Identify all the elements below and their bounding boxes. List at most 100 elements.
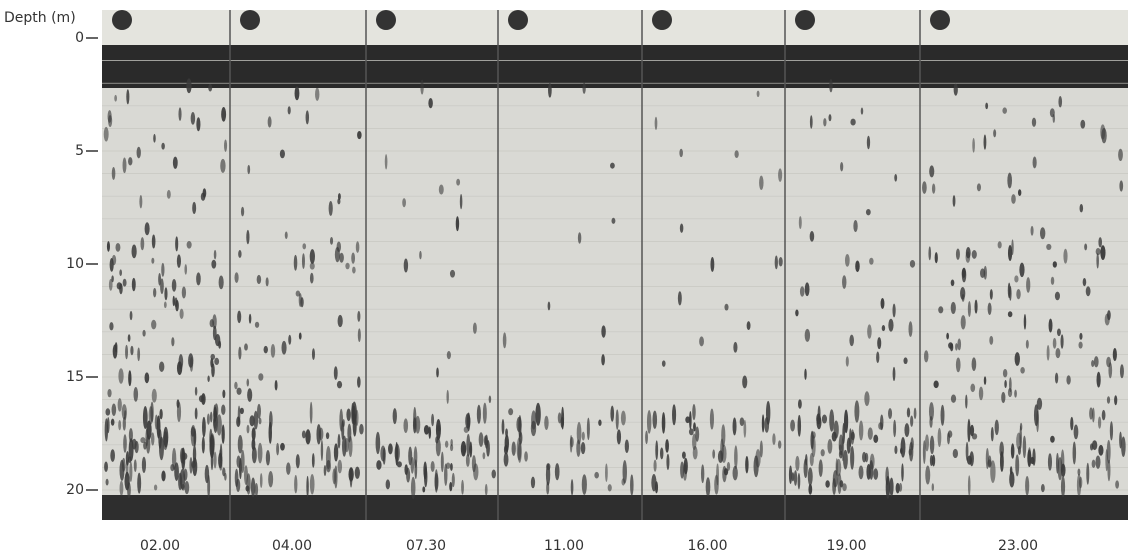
echo-mark (922, 440, 926, 465)
echo-mark (221, 404, 226, 416)
echo-mark (413, 446, 418, 468)
echo-mark (989, 335, 994, 345)
echo-mark (873, 468, 879, 480)
echo-mark (904, 423, 910, 438)
echo-mark (108, 278, 113, 291)
echo-mark (692, 404, 696, 421)
echo-mark (1020, 366, 1025, 374)
echo-mark (124, 471, 130, 491)
echo-mark (158, 428, 162, 449)
echo-mark (238, 346, 242, 360)
echo-mark (294, 475, 298, 494)
echo-mark (109, 322, 114, 331)
echo-mark (137, 347, 141, 362)
echo-mark (835, 458, 838, 476)
echo-mark (265, 277, 269, 287)
echo-mark (795, 309, 799, 317)
echo-mark (867, 427, 873, 440)
echo-mark (259, 473, 263, 488)
echo-mark (990, 460, 996, 483)
echo-mark (894, 173, 898, 182)
echo-mark (742, 375, 748, 389)
echo-mark (732, 465, 738, 481)
echo-mark (410, 476, 416, 500)
echo-mark (281, 340, 287, 355)
echo-mark (1002, 369, 1008, 378)
echo-mark (337, 433, 341, 449)
echo-mark (858, 420, 864, 441)
echo-mark (1119, 180, 1124, 192)
echo-mark (159, 408, 163, 420)
echo-mark (517, 442, 522, 463)
echo-mark (953, 83, 958, 96)
echo-mark (790, 419, 796, 432)
echo-mark (630, 474, 634, 496)
echo-mark (179, 447, 185, 464)
echo-mark (151, 388, 157, 403)
echo-mark (478, 432, 484, 447)
echo-mark (903, 357, 908, 365)
time-label: 07.30 (406, 538, 446, 554)
echo-mark (797, 472, 801, 490)
echo-mark (171, 279, 177, 292)
echo-mark (908, 321, 913, 337)
echo-mark (946, 332, 949, 340)
echo-mark (892, 303, 896, 318)
echo-mark (151, 319, 157, 330)
echo-mark (190, 111, 196, 125)
echo-mark (258, 373, 264, 381)
echo-mark (508, 408, 514, 416)
echo-mark (483, 435, 488, 446)
echo-mark (1096, 371, 1101, 388)
echo-mark (692, 433, 697, 451)
echo-mark (1093, 356, 1099, 368)
echo-mark (253, 410, 259, 430)
echo-mark (1030, 225, 1034, 236)
echo-mark (198, 395, 205, 403)
echo-mark (210, 450, 214, 471)
echo-mark (1104, 313, 1110, 326)
echo-mark (105, 408, 111, 416)
echo-mark (1007, 311, 1013, 318)
echo-mark (759, 440, 763, 458)
echo-mark (1049, 108, 1055, 118)
echo-mark (192, 457, 198, 477)
echo-mark (620, 410, 626, 426)
echo-mark (893, 419, 897, 438)
echo-mark (829, 409, 835, 432)
echo-mark (438, 184, 444, 195)
echo-mark (965, 251, 971, 263)
echo-mark (293, 254, 298, 271)
echo-mark (1121, 436, 1126, 457)
echo-mark (1118, 148, 1123, 162)
echo-mark (601, 325, 606, 338)
echo-mark (854, 400, 860, 423)
echo-mark (511, 441, 516, 456)
echo-mark (309, 249, 315, 264)
time-label: 02.00 (140, 538, 180, 554)
echo-mark (354, 466, 360, 479)
echo-mark (666, 453, 670, 471)
echo-mark (765, 400, 771, 425)
echo-mark (928, 246, 932, 261)
echo-mark (869, 453, 875, 470)
echo-mark (611, 217, 616, 224)
echo-mark (778, 168, 783, 182)
echo-mark (1025, 476, 1030, 496)
echo-mark (174, 297, 178, 308)
echo-mark (961, 267, 967, 283)
echo-mark (957, 338, 962, 351)
echo-mark (1100, 245, 1106, 261)
echo-mark (192, 201, 197, 215)
echo-mark (143, 441, 147, 450)
echo-mark (580, 442, 586, 455)
echo-mark (153, 287, 157, 298)
echo-mark (486, 439, 490, 457)
echo-mark (960, 315, 966, 330)
echo-mark (1086, 462, 1090, 485)
echo-mark (436, 367, 439, 378)
echo-mark (989, 289, 993, 300)
echo-mark (960, 287, 966, 300)
echo-mark (844, 254, 850, 267)
echo-mark (446, 389, 449, 404)
